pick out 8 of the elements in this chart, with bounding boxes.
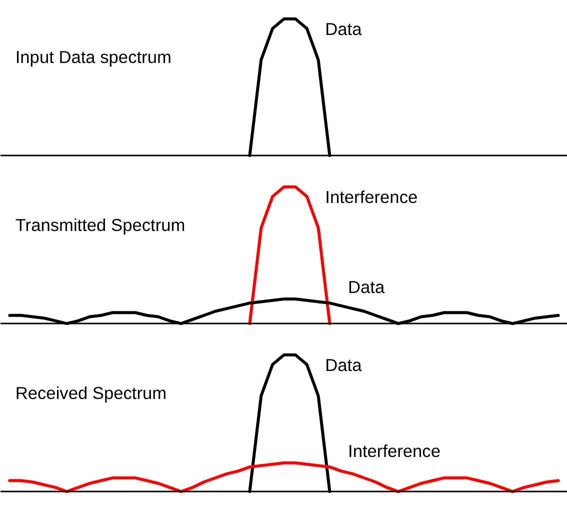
series-label: Data [325,354,362,375]
text: Received Spectrum [15,383,167,404]
series-label: Interference [348,440,440,461]
text: Transmitted Spectrum [15,215,186,236]
series-label: Interference [325,186,418,207]
text: Input Data spectrum [15,47,172,68]
series-label: Data [325,18,362,39]
series-label: Data [348,276,385,297]
